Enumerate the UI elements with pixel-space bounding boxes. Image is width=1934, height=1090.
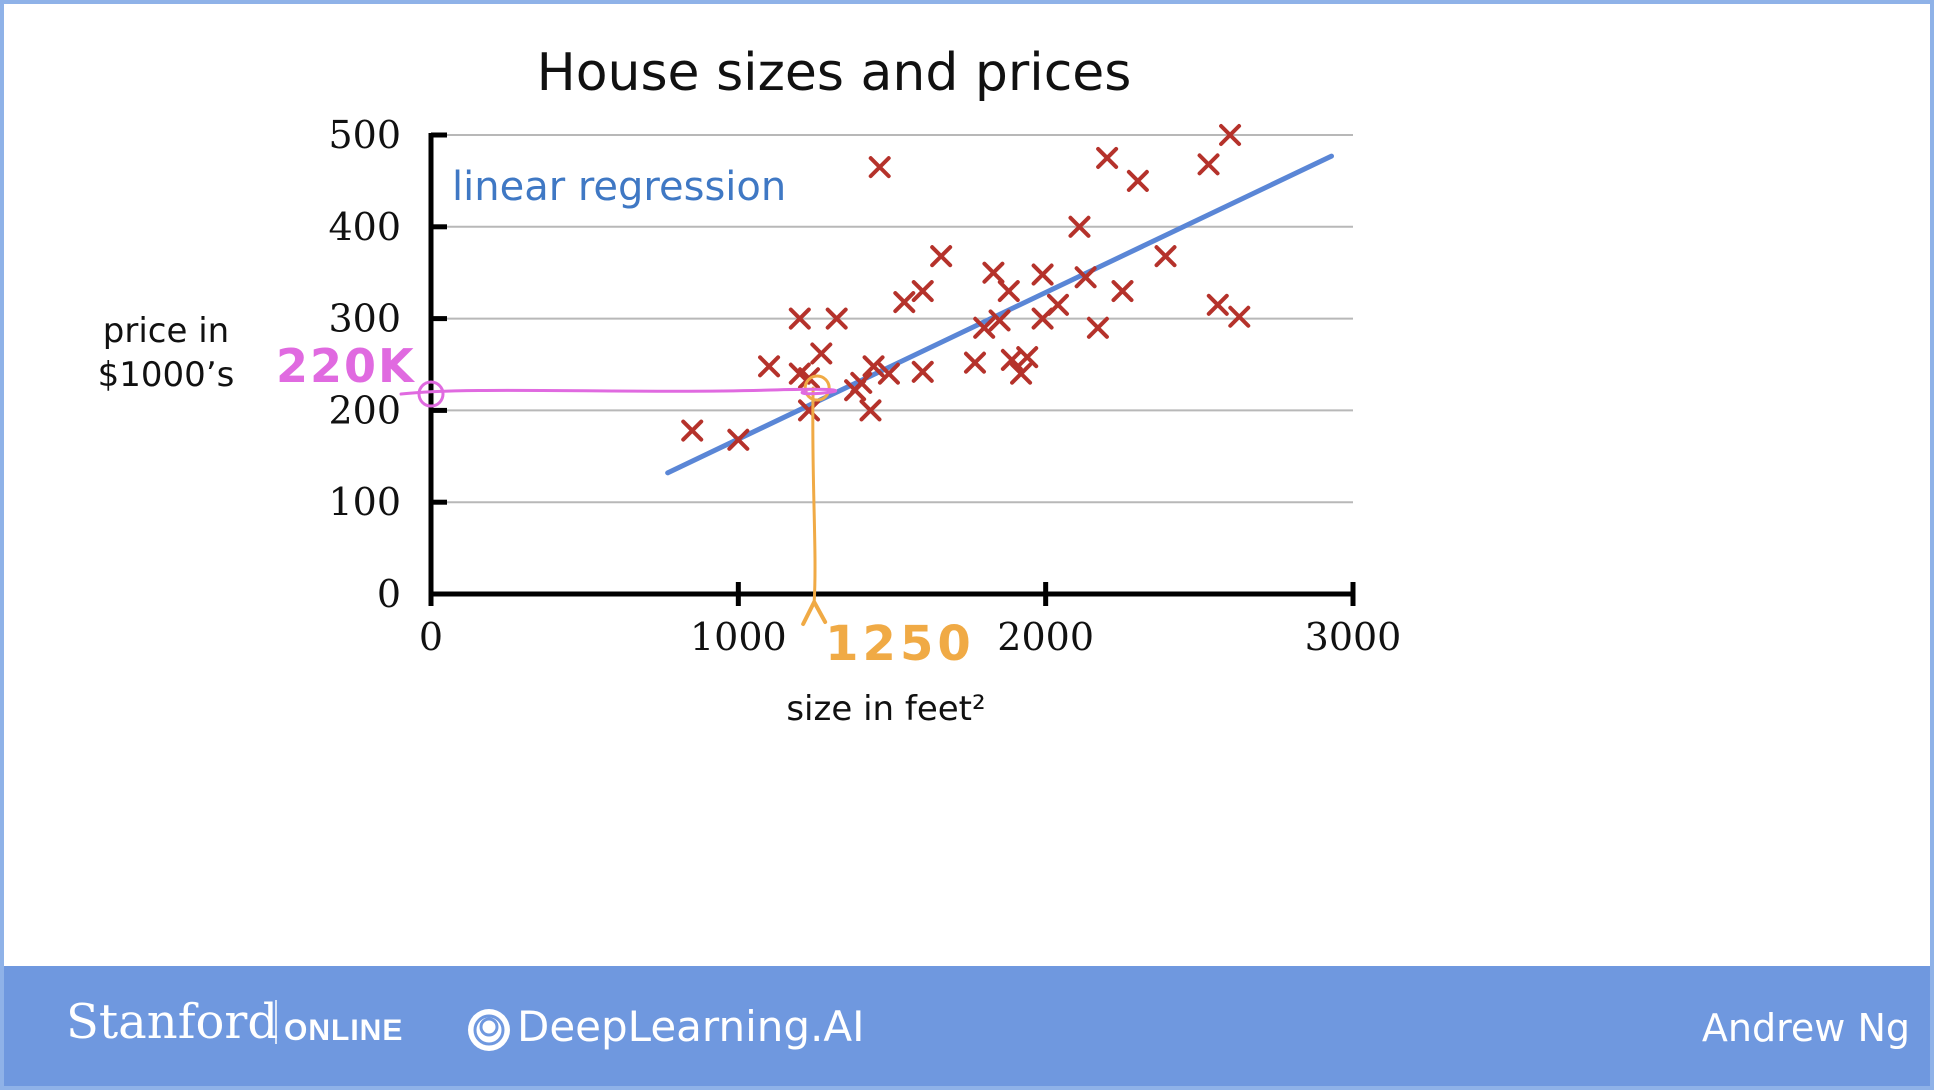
data-point-marker — [1086, 316, 1109, 339]
data-point-marker — [1010, 362, 1033, 385]
data-point-marker — [1197, 153, 1220, 176]
data-point-marker — [727, 428, 750, 451]
regression-line-group: linear regression — [452, 153, 1334, 476]
data-point-marker — [1068, 215, 1091, 238]
stanford-brand: Stanford — [66, 994, 279, 1050]
data-point-marker — [988, 309, 1011, 332]
deeplearning-ai-logo-icon — [468, 1009, 510, 1051]
data-point-marker — [911, 360, 934, 383]
y-tick-label: 300 — [328, 297, 401, 341]
y-tick-label: 500 — [328, 113, 401, 157]
data-point-marker — [1219, 124, 1242, 146]
data-point-marker — [930, 245, 953, 268]
scatter-chart: House sizes and prices 0 1000 2000 3000 0 10… — [98, 43, 1402, 729]
data-point-marker — [1154, 245, 1177, 268]
y-axis-label-line: price in — [103, 311, 229, 351]
footer-bar: Stanford ONLINE DeepLearning.AI Andrew N… — [4, 966, 1930, 1086]
data-point-marker — [1096, 146, 1119, 169]
data-point-marker — [1126, 169, 1149, 192]
data-point-marker — [850, 371, 873, 394]
data-point-marker — [973, 316, 996, 339]
data-point-marker — [893, 291, 916, 314]
data-point-marker — [1074, 266, 1097, 289]
data-point-marker — [788, 307, 811, 330]
brand-divider — [275, 1000, 277, 1044]
y-annotation-circle — [417, 380, 445, 408]
x-annotation-label: 1250 — [825, 616, 975, 672]
regression-line — [665, 153, 1334, 476]
data-point-marker — [862, 355, 885, 378]
data-point-marker — [859, 399, 882, 422]
data-point-marker — [1016, 346, 1039, 369]
data-point-marker — [810, 342, 833, 365]
data-point-marker — [1111, 280, 1134, 303]
y-annotation-label: 220K — [276, 339, 416, 393]
deeplearning-ai-brand: DeepLearning.AI — [517, 1002, 865, 1051]
data-point-marker — [825, 307, 848, 330]
annotations: 1250 220K — [276, 339, 975, 672]
data-point-marker — [963, 351, 986, 374]
data-point-marker — [1228, 305, 1251, 328]
y-axis-label: price in$1000’s — [98, 311, 235, 395]
y-tick-label: 200 — [328, 388, 401, 432]
data-point-marker — [758, 355, 781, 378]
grid-lines — [431, 134, 1353, 504]
y-tick-label: 0 — [377, 572, 401, 616]
y-annotation-guide — [399, 387, 837, 396]
data-point-marker — [798, 399, 821, 422]
x-axis-ticks: 0 1000 2000 3000 — [419, 582, 1401, 659]
data-point-marker — [1206, 293, 1229, 316]
data-point-marker — [1046, 293, 1069, 316]
y-axis-label-line: $1000’s — [98, 355, 235, 395]
chart-title: House sizes and prices — [537, 43, 1132, 103]
x-annotation-guide — [811, 386, 817, 604]
y-tick-label: 100 — [328, 480, 401, 524]
x-tick-label: 1000 — [690, 615, 787, 659]
data-point-marker — [911, 280, 934, 303]
regression-line-label: linear regression — [452, 164, 786, 210]
data-point-marker — [1031, 263, 1054, 286]
x-tick-label: 3000 — [1305, 615, 1402, 659]
x-tick-label: 0 — [419, 615, 443, 659]
data-point-marker — [681, 419, 704, 442]
y-tick-label: 400 — [328, 205, 401, 249]
x-annotation-arrow — [801, 600, 828, 626]
data-point-marker — [997, 280, 1020, 303]
axes — [428, 133, 1355, 597]
stanford-online-label: ONLINE — [284, 1014, 404, 1047]
x-tick-label: 2000 — [997, 615, 1094, 659]
x-axis-label: size in feet² — [786, 689, 985, 729]
data-point-marker — [868, 156, 891, 179]
data-points — [681, 124, 1251, 451]
data-point-marker — [982, 261, 1005, 284]
y-axis-ticks: 0 100 200 300 400 500 — [328, 113, 447, 616]
data-point-marker — [877, 362, 900, 385]
author-name: Andrew Ng — [1701, 1006, 1910, 1050]
